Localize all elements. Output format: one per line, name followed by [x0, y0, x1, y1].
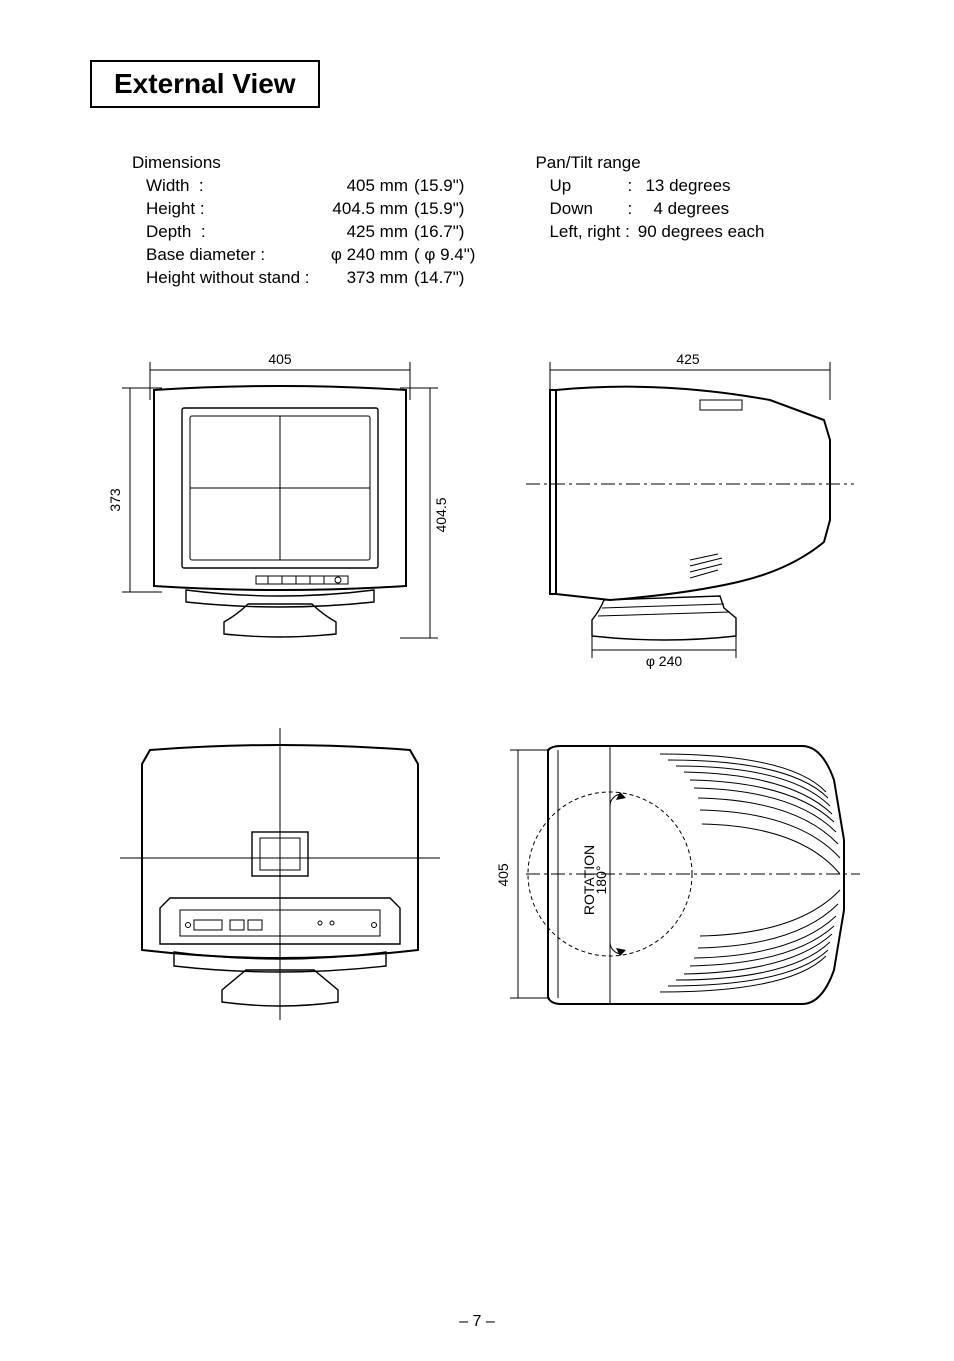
pt-val-1: 4 degrees [637, 198, 729, 221]
dim-in-2: (16.7") [408, 221, 464, 244]
pt-val-2: 90 degrees each [630, 221, 765, 244]
pantilt-heading: Pan/Tilt range [535, 152, 764, 175]
top-left-dim: 405 [495, 863, 511, 887]
dimensions-heading: Dimensions [132, 152, 475, 175]
pt-val-0: 13 degrees [637, 175, 730, 198]
rear-view-diagram [90, 720, 460, 1030]
section-title: External View [90, 60, 320, 108]
side-view-diagram: 425 φ 24 [490, 350, 870, 670]
rotation-deg: 180° [593, 865, 609, 894]
dim-label-4: Height without stand : [146, 267, 318, 290]
side-bottom-dim: φ 240 [646, 653, 683, 669]
dim-label-1: Height : [146, 198, 318, 221]
front-view-diagram: 405 373 404.5 [90, 350, 460, 660]
dim-label-0: Width : [146, 175, 318, 198]
dim-val-3: φ 240 mm [318, 244, 408, 267]
pt-label-0: Up [549, 175, 627, 198]
dim-val-0: 405 mm [318, 175, 408, 198]
dim-in-1: (15.9") [408, 198, 464, 221]
pt-label-2: Left, right : [549, 221, 629, 244]
specs-block: Dimensions Width :405 mm(15.9") Height :… [90, 152, 864, 290]
front-top-dim: 405 [268, 351, 292, 367]
side-top-dim: 425 [676, 351, 700, 367]
diagrams-grid: 405 373 404.5 [90, 350, 864, 1040]
dim-val-2: 425 mm [318, 221, 408, 244]
top-view-diagram: 405 ROTATION 180° [490, 720, 870, 1040]
dim-in-0: (15.9") [408, 175, 464, 198]
page-number: – 7 – [0, 1313, 954, 1331]
front-left-dim: 373 [107, 488, 123, 512]
dim-label-3: Base diameter : [146, 244, 318, 267]
front-right-dim: 404.5 [433, 497, 449, 532]
dim-val-1: 404.5 mm [318, 198, 408, 221]
dim-in-4: (14.7") [408, 267, 464, 290]
dim-val-4: 373 mm [318, 267, 408, 290]
dim-in-3: ( φ 9.4") [408, 244, 475, 267]
dim-label-2: Depth : [146, 221, 318, 244]
pt-label-1: Down [549, 198, 627, 221]
